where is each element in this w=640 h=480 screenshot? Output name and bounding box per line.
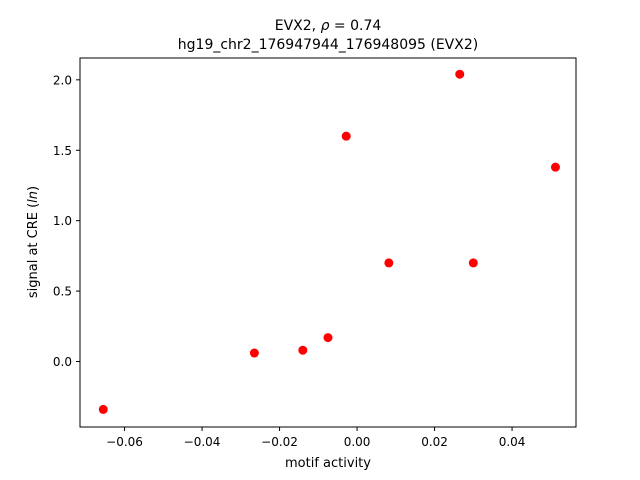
x-tick-label: −0.04 xyxy=(184,435,221,449)
x-axis-ticks: −0.06 −0.04 −0.02 0.00 0.02 0.04 xyxy=(106,427,525,449)
x-axis-label: motif activity xyxy=(285,456,371,471)
scatter-point xyxy=(249,348,259,358)
scatter-point xyxy=(323,333,333,343)
scatter-point xyxy=(550,162,560,172)
scatter-point xyxy=(98,404,108,414)
chart-title-line2: hg19_chr2_176947944_176948095 (EVX2) xyxy=(178,37,478,53)
data-points xyxy=(98,69,560,414)
x-tick-label: 0.02 xyxy=(421,435,448,449)
scatter-point xyxy=(455,69,465,79)
scatter-point xyxy=(384,258,394,268)
y-tick-label: 2.0 xyxy=(53,73,72,87)
chart-title-line1: EVX2, ρ = 0.74 xyxy=(275,18,382,34)
y-axis-ticks: 0.0 0.5 1.0 1.5 2.0 xyxy=(53,73,80,369)
scatter-point xyxy=(468,258,478,268)
x-tick-label: 0.04 xyxy=(499,435,526,449)
x-tick-label: 0.00 xyxy=(344,435,371,449)
plot-area-frame xyxy=(79,57,577,428)
y-axis-label: signal at CRE (ln) xyxy=(26,186,41,298)
x-tick-label: −0.02 xyxy=(261,435,298,449)
scatter-point xyxy=(341,131,351,141)
y-tick-label: 1.0 xyxy=(53,214,72,228)
y-tick-label: 1.5 xyxy=(53,144,72,158)
y-tick-label: 0.0 xyxy=(53,355,72,369)
scatter-point xyxy=(298,345,308,355)
x-tick-label: −0.06 xyxy=(106,435,143,449)
y-tick-label: 0.5 xyxy=(53,285,72,299)
